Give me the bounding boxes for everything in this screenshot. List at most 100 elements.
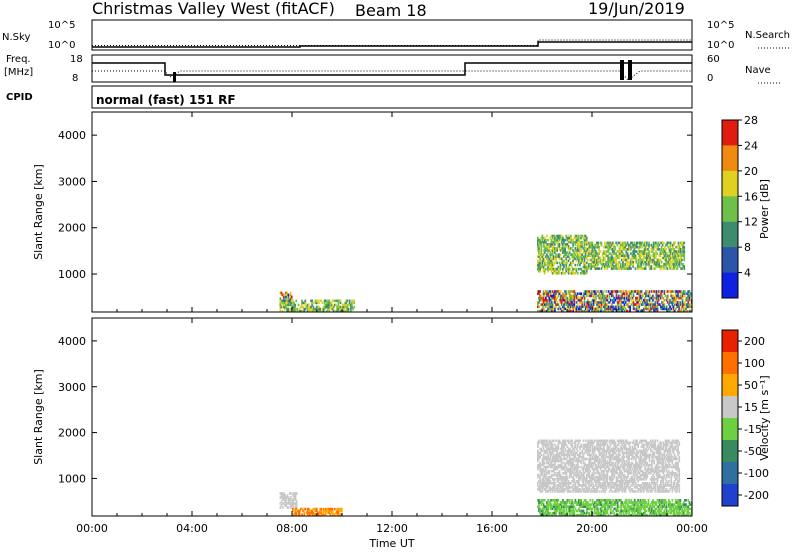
- velocity-cell: [574, 499, 577, 502]
- velocity-cell: [630, 484, 633, 487]
- velocity-cell: [653, 459, 655, 463]
- velocity-cell: [572, 484, 574, 487]
- power-cell: [597, 305, 600, 309]
- velocity-cell: [573, 478, 576, 481]
- velocity-cell: [641, 443, 644, 447]
- velocity-cell: [580, 459, 582, 463]
- velocity-cell: [568, 467, 571, 471]
- power-cell: [667, 263, 670, 266]
- power-cell: [546, 290, 548, 293]
- power-cell: [639, 265, 641, 268]
- velocity-cell: [573, 513, 576, 517]
- power-cell: [652, 258, 655, 262]
- velocity-cell: [592, 503, 595, 506]
- power-cell: [635, 241, 638, 245]
- power-cell: [647, 243, 649, 247]
- velocity-cell: [674, 473, 677, 477]
- velocity-cell: [633, 451, 636, 455]
- power-cell: [663, 252, 665, 255]
- power-cell: [552, 249, 555, 252]
- power-cell: [558, 245, 561, 248]
- power-cell: [662, 305, 665, 309]
- velocity-cell: [602, 488, 604, 491]
- power-cell: [590, 265, 593, 268]
- velocity-cell: [329, 513, 332, 516]
- velocity-cell: [633, 469, 636, 473]
- power-cell: [681, 243, 683, 247]
- power-cell: [648, 260, 650, 264]
- velocity-cell: [595, 459, 597, 463]
- velocity-cell: [587, 480, 589, 483]
- velocity-cell: [543, 451, 546, 455]
- power-cell: [622, 305, 625, 309]
- velocity-cell: [598, 480, 601, 483]
- velocity-cell: [556, 478, 559, 481]
- power-cell: [612, 307, 614, 311]
- velocity-cell: [646, 461, 649, 465]
- velocity-cell: [329, 509, 332, 513]
- velocity-cell: [562, 490, 564, 493]
- power-cell: [646, 294, 649, 298]
- power-cell: [683, 254, 686, 258]
- power-cell: [598, 301, 601, 304]
- velocity-cell: [284, 496, 286, 499]
- velocity-cell: [605, 475, 608, 479]
- velocity-cell: [546, 443, 548, 447]
- velocity-cell: [640, 461, 643, 465]
- power-cell: [649, 254, 652, 258]
- velocity-cell: [622, 467, 625, 471]
- velocity-cell: [644, 439, 646, 443]
- velocity-cell: [641, 482, 644, 485]
- power-cell: [632, 307, 635, 311]
- velocity-cell: [576, 488, 579, 491]
- power-cell: [604, 245, 606, 249]
- velocity-cell: [537, 453, 539, 457]
- velocity-cell: [596, 459, 598, 463]
- power-cell: [347, 303, 350, 307]
- velocity-cell: [597, 471, 600, 475]
- velocity-cell: [662, 478, 665, 481]
- power-cell: [621, 301, 623, 304]
- power-cell: [610, 265, 613, 268]
- power-cell: [315, 299, 318, 303]
- velocity-cell: [597, 480, 600, 483]
- power-cell: [557, 255, 560, 258]
- velocity-cell: [566, 455, 569, 459]
- velocity-cell: [603, 490, 605, 493]
- power-cell: [287, 309, 290, 313]
- power-cell: [682, 243, 684, 247]
- power-cell: [669, 290, 671, 293]
- velocity-cell: [628, 482, 630, 485]
- power-cell: [586, 290, 588, 293]
- power-cell: [542, 243, 545, 246]
- power-cell: [606, 250, 608, 253]
- velocity-cell: [589, 443, 592, 447]
- velocity-cell: [538, 486, 540, 489]
- velocity-cell: [611, 503, 613, 506]
- power-cell: [681, 296, 684, 300]
- velocity-cell: [645, 469, 647, 473]
- power-cell: [559, 296, 562, 300]
- velocity-cell: [662, 486, 665, 489]
- power-cell: [587, 267, 589, 270]
- velocity-cell: [301, 507, 303, 511]
- power-cell: [309, 305, 311, 309]
- velocity-cell: [639, 459, 642, 463]
- power-cell: [568, 305, 571, 309]
- velocity-cell: [660, 443, 662, 447]
- power-cell: [641, 241, 644, 245]
- velocity-cell: [637, 484, 639, 487]
- power-cell: [600, 303, 603, 306]
- power-cell: [622, 243, 624, 247]
- velocity-cell: [667, 451, 669, 455]
- power-cell: [307, 305, 310, 309]
- power-cell: [568, 263, 571, 267]
- velocity-cell: [540, 441, 543, 445]
- velocity-cell: [657, 453, 660, 457]
- velocity-cell: [557, 480, 560, 483]
- velocity-cell: [560, 443, 563, 447]
- power-cell: [585, 272, 588, 275]
- power-cell: [590, 292, 593, 295]
- power-cell: [590, 301, 593, 304]
- power-cell: [637, 309, 639, 313]
